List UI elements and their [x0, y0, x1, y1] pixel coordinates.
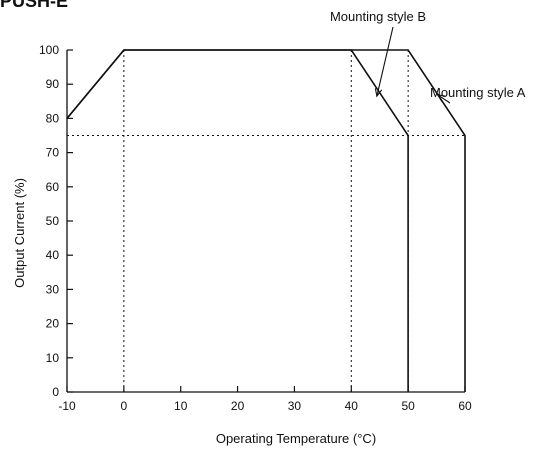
- y-axis-title: Output Current (%): [12, 178, 27, 288]
- x-axis-title: Operating Temperature (°C): [216, 431, 376, 446]
- x-tick-label: 40: [345, 399, 359, 413]
- x-tick-label: 20: [231, 399, 245, 413]
- y-tick-label: 80: [46, 111, 60, 125]
- y-tick-label: 30: [46, 282, 60, 296]
- x-tick-label: 0: [121, 399, 128, 413]
- y-tick-label: 20: [46, 317, 60, 331]
- annotation-label: Mounting style B: [330, 9, 426, 24]
- annotation-label: Mounting style A: [430, 85, 526, 100]
- y-tick-label: 50: [46, 214, 60, 228]
- annotation-leader-line: [437, 94, 451, 104]
- y-tick-label: 100: [39, 43, 59, 57]
- x-tick-label: 50: [401, 399, 415, 413]
- y-tick-label: 90: [46, 77, 60, 91]
- y-tick-label: 10: [46, 351, 60, 365]
- annotation-arrowhead: [436, 94, 446, 102]
- chart-header-text: PUSH-E: [0, 0, 69, 11]
- x-tick-label: 30: [288, 399, 302, 413]
- x-tick-label: 60: [458, 399, 472, 413]
- y-tick-label: 70: [46, 146, 60, 160]
- series-line-mounting-style-b: [66, 49, 409, 392]
- annotation-arrowhead: [374, 88, 383, 98]
- annotation-leader-line: [376, 26, 394, 97]
- y-tick-label: 0: [52, 385, 59, 399]
- series-line-mounting-style-a: [66, 49, 466, 392]
- x-tick-label: -10: [58, 399, 76, 413]
- y-tick-label: 60: [46, 180, 60, 194]
- y-tick-label: 40: [46, 248, 60, 262]
- x-tick-label: 10: [174, 399, 188, 413]
